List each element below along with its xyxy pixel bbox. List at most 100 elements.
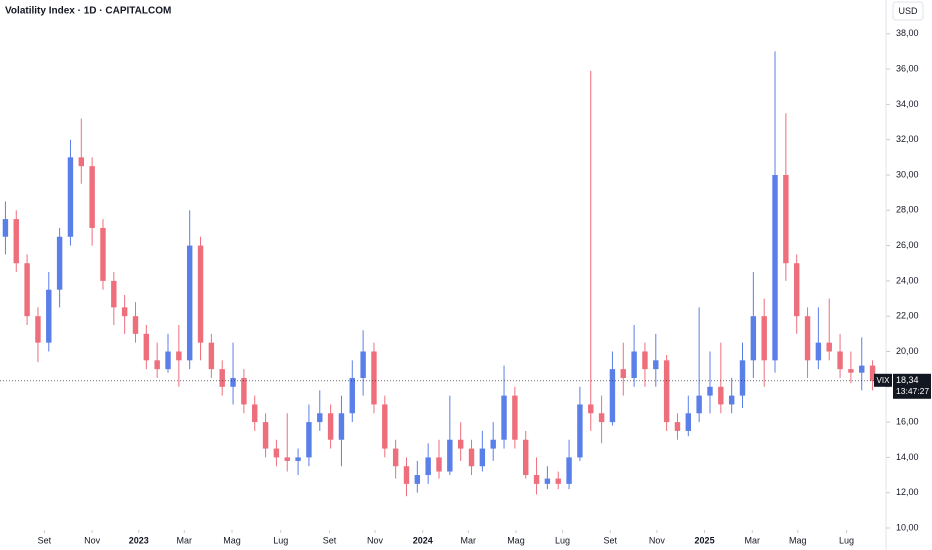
candle-body — [392, 448, 399, 467]
candle-body — [165, 351, 171, 370]
x-tick-label: Mag — [223, 535, 241, 545]
candle-body — [89, 166, 95, 228]
y-tick-label: 36,00 — [896, 63, 919, 73]
candle-body — [414, 475, 421, 484]
candle-body — [371, 351, 377, 405]
candle-body — [826, 342, 832, 352]
candle-body — [793, 263, 800, 317]
candle-body — [295, 457, 301, 461]
x-tick-label: Set — [323, 535, 337, 545]
candle-body — [143, 333, 150, 361]
candle-body — [154, 360, 160, 370]
y-tick-label: 16,00 — [896, 416, 919, 426]
y-tick-label: 22,00 — [896, 311, 919, 321]
last-price-box — [893, 373, 931, 399]
y-tick-label: 32,00 — [896, 134, 919, 144]
candle-body — [360, 351, 366, 378]
candle-body — [544, 478, 551, 484]
y-tick-label: 14,00 — [896, 452, 919, 462]
candle-body — [631, 351, 637, 378]
x-tick-label: Mag — [789, 535, 807, 545]
x-tick-label: Nov — [367, 535, 384, 545]
candle-body — [718, 386, 724, 405]
symbol-tag — [874, 373, 892, 387]
candle-body — [490, 439, 496, 449]
x-tick-label: Lug — [839, 535, 854, 545]
candle-body — [848, 369, 854, 373]
currency[interactable]: USD — [898, 6, 918, 16]
candle-body — [382, 404, 388, 449]
candle-body — [186, 245, 193, 361]
candle-body — [197, 245, 204, 343]
currency-box[interactable] — [892, 1, 924, 21]
y-tick-label: 38,00 — [896, 28, 919, 38]
x-tick-label: Mar — [745, 535, 761, 545]
candle-body — [447, 439, 453, 472]
x-tick-label: Set — [38, 535, 52, 545]
y-tick-label: 10,00 — [896, 522, 919, 532]
candle-body — [566, 457, 572, 484]
candle-body — [479, 448, 486, 467]
candle-body — [219, 369, 225, 387]
candle-body — [457, 439, 464, 449]
x-tick-label: 2023 — [129, 535, 149, 545]
candle-body — [609, 369, 616, 423]
x-tick-label: Set — [604, 535, 618, 545]
candle-body — [761, 316, 767, 361]
candle-body — [728, 395, 735, 405]
x-tick-label: 2024 — [413, 535, 433, 545]
candle-body — [739, 360, 746, 396]
candle-body — [512, 395, 518, 440]
candle-body — [2, 219, 9, 237]
candle-body — [598, 413, 605, 423]
candle-body — [338, 413, 345, 440]
y-tick-label: 24,00 — [896, 275, 919, 285]
candle-body — [555, 478, 561, 484]
x-tick-label: Mar — [177, 535, 193, 545]
candle-body — [176, 351, 182, 361]
x-tick-label: Nov — [649, 535, 666, 545]
candle-body — [696, 395, 702, 414]
candle-body — [67, 157, 74, 237]
candle-body — [468, 448, 475, 467]
candle-body — [642, 351, 648, 370]
candle-body — [306, 422, 312, 458]
candle-body — [425, 457, 431, 476]
x-tick-label: Mag — [507, 535, 525, 545]
candle-body — [501, 395, 507, 440]
x-tick-label: Lug — [555, 535, 570, 545]
candle-body — [241, 377, 247, 405]
candle-body — [620, 369, 626, 378]
candle-body — [284, 457, 290, 461]
candle-body — [78, 157, 85, 167]
candle-body — [13, 219, 19, 264]
candle-body — [523, 439, 529, 476]
y-tick-label: 12,00 — [896, 487, 919, 497]
candle-body — [111, 280, 117, 308]
candle-body — [262, 422, 269, 449]
countdown: 13:47:27 — [896, 386, 929, 396]
x-tick-label: 2025 — [695, 535, 715, 545]
candle-body — [707, 386, 713, 396]
candle-body — [46, 289, 52, 343]
candle-body — [56, 236, 63, 290]
candle-body — [685, 413, 692, 431]
candle-body — [230, 377, 236, 387]
candle-body — [273, 448, 280, 458]
candle-body — [869, 365, 876, 381]
candle-body — [653, 360, 659, 370]
candle-body — [804, 316, 811, 361]
x-tick-label: Mar — [461, 535, 477, 545]
candle-body — [327, 413, 334, 440]
candle-body — [783, 174, 789, 264]
candle-body — [772, 174, 778, 361]
candle-body — [674, 422, 681, 431]
candle-body — [750, 316, 757, 361]
y-tick-label: 26,00 — [896, 240, 919, 250]
candle-body — [35, 316, 41, 343]
candle-body — [837, 351, 843, 370]
y-tick-label: 34,00 — [896, 99, 919, 109]
candle-body — [663, 360, 670, 423]
